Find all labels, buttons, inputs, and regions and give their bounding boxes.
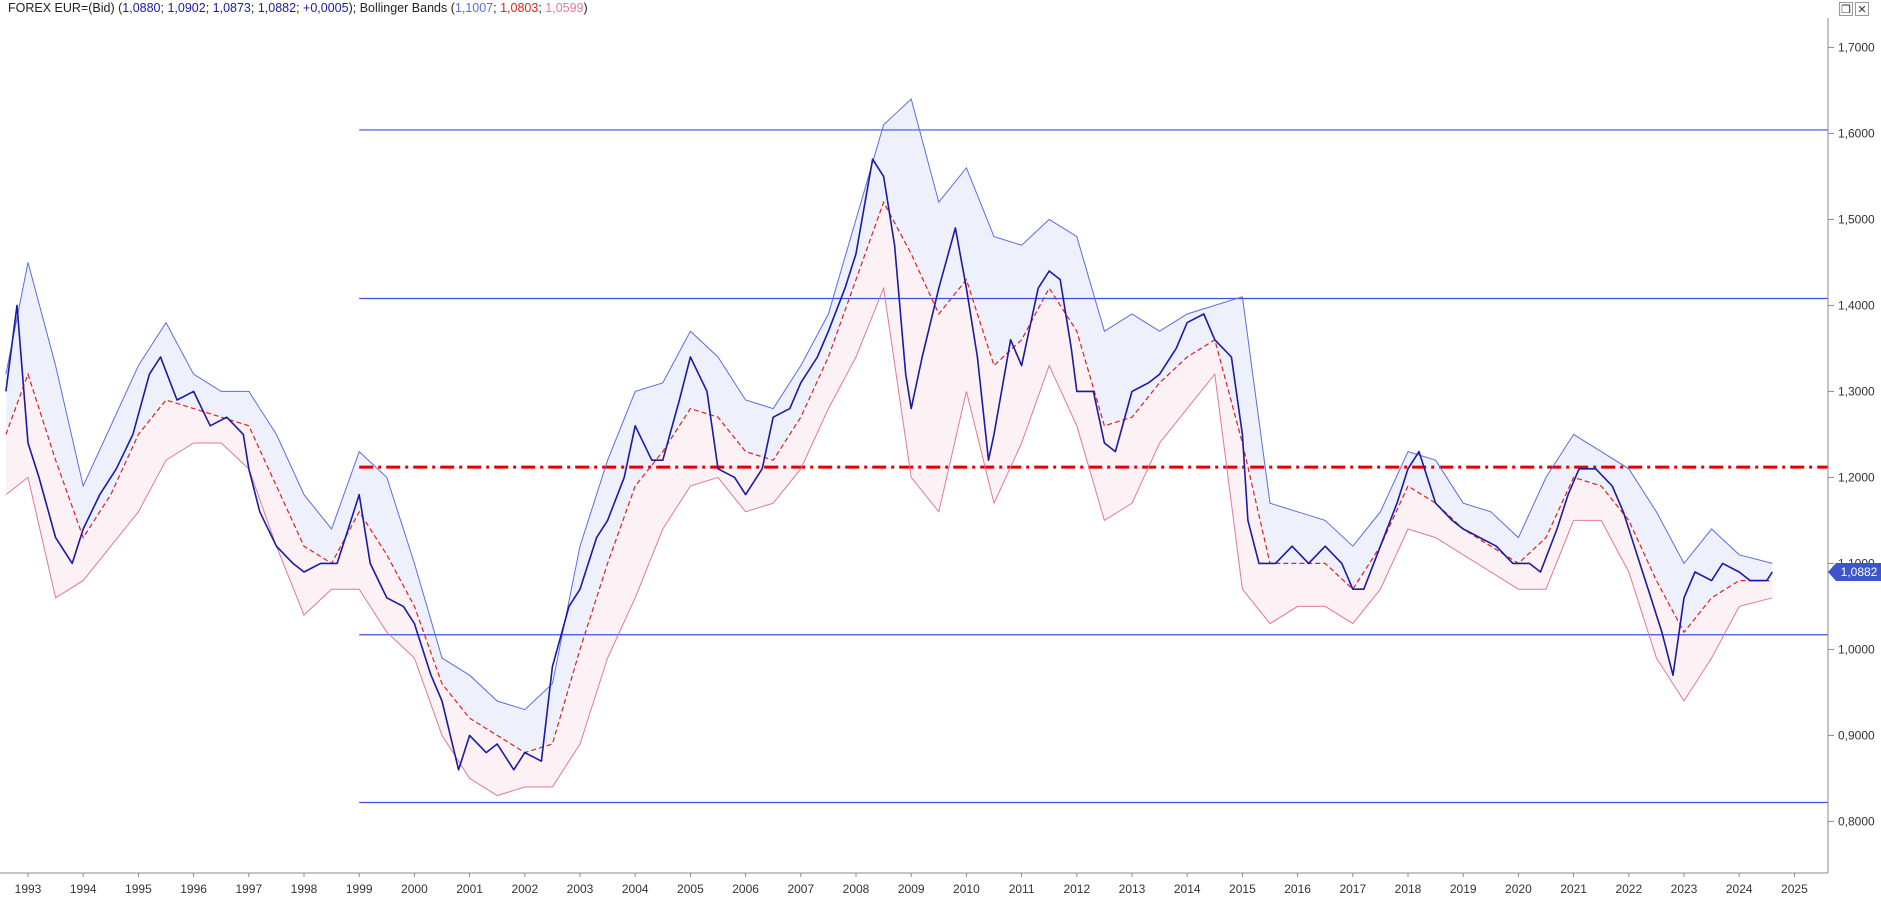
series-layer — [5, 98, 1773, 797]
x-tick-label: 1994 — [70, 882, 97, 896]
x-tick-label: 1995 — [125, 882, 152, 896]
x-tick-label: 2005 — [677, 882, 704, 896]
y-tick-label: 1,6000 — [1838, 126, 1875, 140]
x-tick-label: 2014 — [1174, 882, 1201, 896]
x-tick-label: 2003 — [567, 882, 594, 896]
horizontal-lines-layer — [359, 129, 1828, 804]
x-tick-label: 2025 — [1781, 882, 1808, 896]
lower-band-fill — [5, 202, 1773, 796]
y-tick-label: 1,4000 — [1838, 298, 1875, 312]
y-tick-label: 1,2000 — [1838, 470, 1875, 484]
x-tick-label: 2010 — [953, 882, 980, 896]
y-tick-label: 1,7000 — [1838, 40, 1875, 54]
ohlc-close: 1,0882 — [257, 1, 297, 15]
last-price-badge — [1828, 563, 1881, 581]
x-tick-label: 1998 — [291, 882, 318, 896]
close-chart-button[interactable]: ✕ — [1855, 2, 1869, 16]
y-tick-label: 1,0000 — [1838, 642, 1875, 656]
chart-header: FOREX EUR=(Bid) (1,0880; 1,0902; 1,0873;… — [8, 1, 588, 15]
band-fill-layer — [5, 99, 1773, 796]
y-tick-label: 1,5000 — [1838, 212, 1875, 226]
indicator-name: Bollinger Bands — [359, 1, 448, 15]
window-controls: ❐ ✕ — [1839, 2, 1869, 16]
x-tick-label: 2008 — [843, 882, 870, 896]
instrument-name: FOREX EUR=(Bid) — [8, 1, 115, 15]
y-tick-label: 0,8000 — [1838, 814, 1875, 828]
band-upper-value: 1,1007 — [454, 1, 494, 15]
last-price-label: 1,0882 — [1841, 565, 1878, 579]
x-tick-label: 2021 — [1560, 882, 1587, 896]
x-tick-label: 2000 — [401, 882, 428, 896]
band-lower-value: 1,0599 — [545, 1, 584, 15]
x-tick-label: 2018 — [1395, 882, 1422, 896]
x-tick-label: 2016 — [1284, 882, 1311, 896]
x-tick-label: 2015 — [1229, 882, 1256, 896]
x-tick-label: 2011 — [1009, 882, 1035, 896]
price-line — [5, 158, 1773, 771]
ohlc-open: 1,0880 — [122, 1, 161, 15]
bollinger-lower-line — [5, 286, 1773, 797]
ohlc-high: 1,0902 — [167, 1, 206, 15]
x-tick-label: 2009 — [898, 882, 925, 896]
last-price-badge-layer: 1,0882 — [1828, 563, 1881, 581]
axes-layer: 1993 1994 1995 1996 1997 1998 1999 2000 2001 2002… — [0, 18, 1875, 896]
x-tick-label: 2012 — [1063, 882, 1090, 896]
x-tick-label: 2020 — [1505, 882, 1532, 896]
y-tick-label: 1,3000 — [1838, 384, 1875, 398]
x-tick-label: 2002 — [511, 882, 538, 896]
band-middle-value: 1,0803 — [500, 1, 539, 15]
x-tick-label: 1996 — [180, 882, 207, 896]
x-tick-label: 2019 — [1450, 882, 1477, 896]
y-tick-label: 0,9000 — [1838, 728, 1875, 742]
x-tick-label: 2022 — [1615, 882, 1642, 896]
bollinger-middle-line — [5, 200, 1773, 754]
x-tick-label: 1997 — [235, 882, 262, 896]
x-tick-label: 2001 — [456, 882, 483, 896]
ohlc-change: +0,0005 — [303, 1, 349, 15]
restore-window-button[interactable]: ❐ — [1839, 2, 1853, 16]
ohlc-low: 1,0873 — [212, 1, 251, 15]
bollinger-upper-line — [5, 98, 1773, 711]
x-tick-label: 1993 — [15, 882, 42, 896]
x-tick-label: 1999 — [346, 882, 373, 896]
x-tick-label: 2024 — [1726, 882, 1753, 896]
x-tick-label: 2023 — [1671, 882, 1698, 896]
x-tick-label: 2004 — [622, 882, 649, 896]
x-tick-label: 2017 — [1339, 882, 1366, 896]
x-tick-label: 2006 — [732, 882, 759, 896]
x-tick-label: 2013 — [1119, 882, 1146, 896]
x-tick-label: 2007 — [787, 882, 814, 896]
